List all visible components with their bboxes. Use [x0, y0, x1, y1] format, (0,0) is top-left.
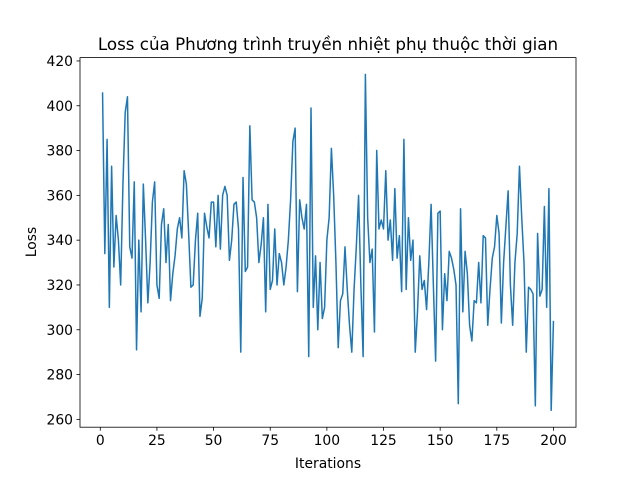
chart-title: Loss của Phương trình truyền nhiệt phụ t… [98, 34, 558, 54]
y-tick-label: 360 [46, 188, 73, 204]
y-tick-label: 380 [46, 144, 73, 160]
y-tick-label: 260 [46, 412, 73, 428]
x-tick-label: 75 [261, 433, 279, 449]
y-tick-label: 320 [46, 278, 73, 294]
x-tick-label: 25 [148, 433, 166, 449]
x-tick-label: 150 [427, 433, 454, 449]
y-tick-label: 420 [46, 54, 73, 70]
x-tick-label: 175 [484, 433, 511, 449]
y-tick-label: 400 [46, 99, 73, 115]
data-line [101, 73, 555, 412]
y-tick-label: 280 [46, 368, 73, 384]
x-axis-label: Iterations [295, 456, 361, 472]
x-tick-label: 50 [205, 433, 223, 449]
axes-frame [79, 57, 577, 428]
x-tick-label: 0 [96, 433, 105, 449]
y-axis-label: Loss [24, 227, 40, 257]
x-tick-label: 100 [314, 433, 341, 449]
x-tick-label: 125 [370, 433, 397, 449]
y-tick-label: 300 [46, 323, 73, 339]
y-tick-label: 340 [46, 233, 73, 249]
x-tick-label: 200 [540, 433, 567, 449]
